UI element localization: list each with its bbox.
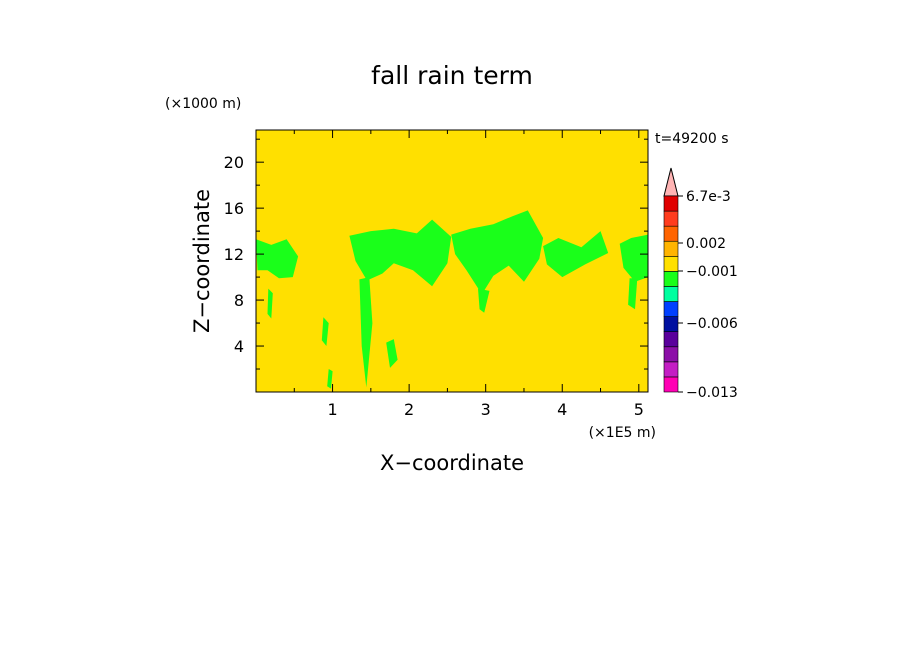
colorbar-swatch (663, 240, 679, 257)
y-axis-label: Z−coordinate (190, 189, 214, 333)
green-region (478, 288, 490, 313)
colorbar-label: 0.002 (686, 236, 726, 252)
x-axis-ticks: 1 2 3 4 5 (293, 130, 644, 419)
green-region (327, 369, 333, 389)
colorbar: 6.7e-3 0.002 −0.001 −0.006 −0.013 (663, 167, 738, 401)
colorbar-swatch (663, 331, 679, 348)
x-tick-label: 4 (557, 400, 567, 419)
colorbar-swatch (663, 210, 679, 227)
green-region (256, 239, 299, 279)
colorbar-swatch (663, 376, 679, 393)
green-region (321, 317, 329, 346)
green-regions (256, 210, 648, 389)
x-tick-label: 5 (634, 400, 644, 419)
colorbar-swatch (663, 286, 679, 302)
plot-area (255, 129, 649, 393)
x-axis-unit: (×1E5 m) (589, 425, 656, 441)
chart-title: fall rain term (371, 61, 533, 90)
y-tick-label: 20 (224, 153, 244, 172)
green-region (267, 288, 273, 319)
colorbar-label: −0.001 (686, 264, 738, 280)
colorbar-swatch (663, 256, 679, 272)
x-axis-label: X−coordinate (380, 451, 524, 475)
green-region (451, 210, 544, 295)
colorbar-extend-triangle (663, 167, 679, 197)
green-region (349, 219, 452, 287)
y-tick-label: 4 (234, 337, 244, 356)
y-axis-ticks: 4 8 12 16 20 (224, 138, 648, 370)
colorbar-swatch (663, 361, 679, 378)
colorbar-label: −0.013 (686, 385, 738, 401)
colorbar-label: −0.006 (686, 316, 738, 332)
colorbar-swatch (663, 316, 679, 332)
y-tick-label: 8 (234, 291, 244, 310)
time-label: t=49200 s (655, 131, 729, 147)
colorbar-swatch (663, 195, 679, 212)
y-tick-label: 12 (224, 245, 244, 264)
green-region (543, 231, 609, 278)
green-region (619, 234, 648, 282)
colorbar-swatch (663, 225, 679, 242)
green-region (628, 278, 638, 310)
colorbar-swatch (663, 271, 679, 287)
green-region (359, 277, 373, 388)
colorbar-label: 6.7e-3 (686, 189, 731, 205)
plot-frame (255, 129, 649, 393)
green-region (386, 339, 398, 368)
x-tick-label: 1 (327, 400, 337, 419)
colorbar-swatch (663, 301, 679, 317)
x-tick-label: 2 (404, 400, 414, 419)
colorbar-swatch (663, 346, 679, 363)
y-axis-unit: (×1000 m) (165, 96, 241, 112)
y-tick-label: 16 (224, 199, 244, 218)
x-tick-label: 3 (481, 400, 491, 419)
